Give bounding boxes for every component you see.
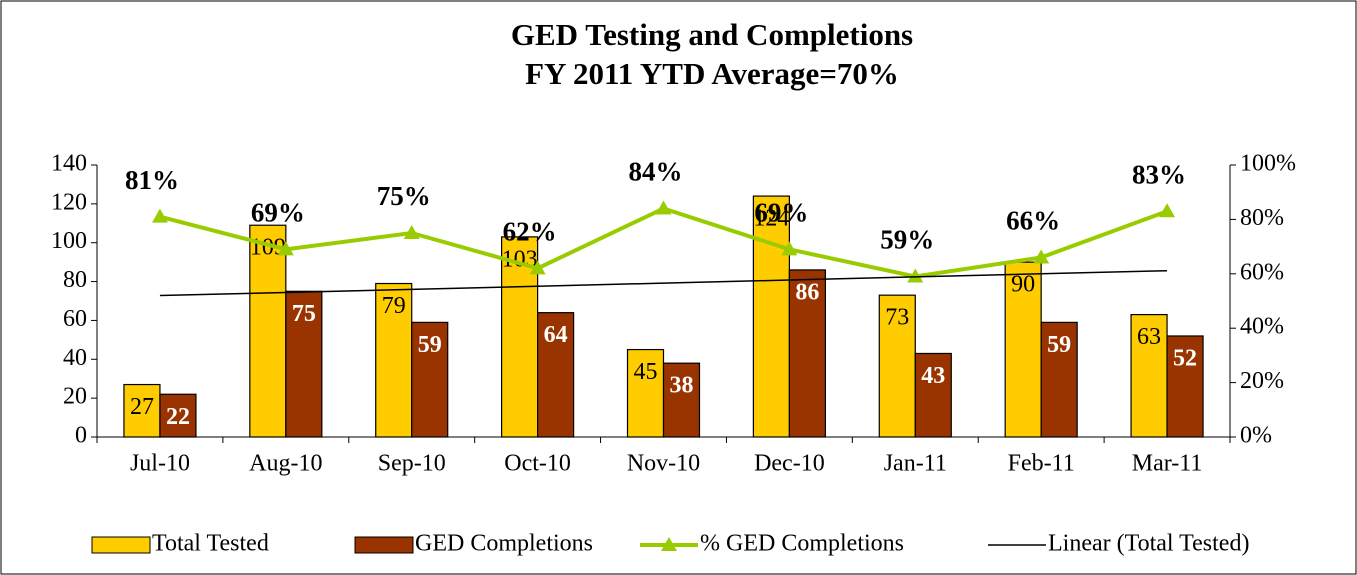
- bar-value-label: 124: [753, 206, 789, 232]
- percent-label: 69%: [251, 198, 305, 228]
- bar-value-label: 63: [1137, 324, 1161, 350]
- x-tick-label: Oct-10: [504, 451, 571, 477]
- percent-label: 81%: [125, 165, 179, 195]
- bar-value-label: 59: [1047, 332, 1071, 358]
- bar: [1166, 335, 1204, 438]
- bar: [285, 290, 323, 438]
- bar: [537, 312, 575, 438]
- legend-swatch: [91, 536, 151, 554]
- chart-subtitle: FY 2011 YTD Average=70%: [525, 56, 899, 91]
- percent-label: 84%: [629, 157, 683, 187]
- percent-label: 59%: [880, 225, 934, 255]
- legend-label: Linear (Total Tested): [1048, 531, 1249, 557]
- percent-label: 62%: [503, 217, 557, 247]
- trend-line: [159, 269, 1168, 297]
- x-tick-label: Sep-10: [378, 451, 446, 477]
- bar-value-label: 79: [382, 293, 406, 319]
- percent-label: 83%: [1132, 159, 1186, 189]
- y-tick-label: 80: [63, 267, 87, 293]
- marker: [907, 268, 924, 283]
- bar-value-label: 64: [544, 322, 568, 348]
- y-tick-label: 100: [51, 228, 87, 254]
- y-tick-label: 140: [51, 151, 87, 177]
- y2-tick-label: 0%: [1240, 423, 1272, 449]
- y2-tick-label: 60%: [1240, 259, 1284, 285]
- x-tick-label: Mar-11: [1132, 451, 1203, 477]
- bar-value-label: 43: [921, 363, 945, 389]
- x-tick-label: Nov-10: [627, 451, 700, 477]
- bar: [1040, 321, 1078, 438]
- bar: [411, 321, 449, 438]
- bar-value-label: 22: [166, 404, 190, 430]
- marker: [277, 241, 294, 256]
- marker: [151, 208, 168, 223]
- bar-value-label: 45: [634, 359, 658, 385]
- bar: [752, 195, 790, 438]
- bar: [249, 224, 287, 438]
- marker: [1033, 249, 1050, 264]
- legend-label: GED Completions: [415, 531, 593, 557]
- x-tick-label: Feb-11: [1008, 451, 1075, 477]
- bar: [159, 393, 197, 438]
- bar-value-label: 38: [670, 373, 694, 399]
- marker: [655, 200, 672, 215]
- bar-value-label: 75: [292, 301, 316, 327]
- bar: [914, 352, 952, 438]
- percent-label: 75%: [377, 181, 431, 211]
- y-tick-label: 120: [51, 189, 87, 215]
- y-tick-label: 20: [63, 384, 87, 410]
- legend-swatch: [354, 536, 414, 554]
- y2-tick-label: 40%: [1240, 314, 1284, 340]
- y-tick-label: 0: [75, 423, 87, 449]
- y2-tick-label: 80%: [1240, 205, 1284, 231]
- percent-label: 69%: [754, 198, 808, 228]
- bar-value-label: 86: [795, 279, 819, 305]
- bar: [878, 294, 916, 438]
- y-tick-label: 40: [63, 345, 87, 371]
- marker: [1159, 203, 1176, 218]
- bar-value-label: 52: [1173, 345, 1197, 371]
- bar-value-label: 59: [418, 332, 442, 358]
- bar: [501, 236, 539, 438]
- bar-value-label: 73: [885, 305, 909, 331]
- marker: [781, 241, 798, 256]
- marker: [403, 225, 420, 239]
- bar-value-label: 27: [130, 394, 154, 420]
- chart-title: GED Testing and Completions: [511, 17, 913, 52]
- bar-value-label: 90: [1011, 272, 1035, 298]
- bar: [1130, 314, 1168, 438]
- bar: [788, 269, 826, 438]
- x-tick-label: Aug-10: [249, 451, 322, 477]
- y-tick-label: 60: [63, 306, 87, 332]
- bar: [375, 282, 413, 438]
- legend-label: Total Tested: [152, 531, 269, 557]
- y2-tick-label: 100%: [1240, 151, 1296, 177]
- marker: [529, 260, 546, 275]
- x-tick-label: Jul-10: [130, 451, 190, 477]
- legend-marker: [661, 537, 677, 551]
- legend-label: % GED Completions: [700, 531, 904, 557]
- x-tick-label: Jan-11: [884, 451, 947, 477]
- x-tick-label: Dec-10: [754, 451, 825, 477]
- y2-tick-label: 20%: [1240, 368, 1284, 394]
- percent-label: 66%: [1006, 206, 1060, 236]
- bar: [662, 362, 701, 438]
